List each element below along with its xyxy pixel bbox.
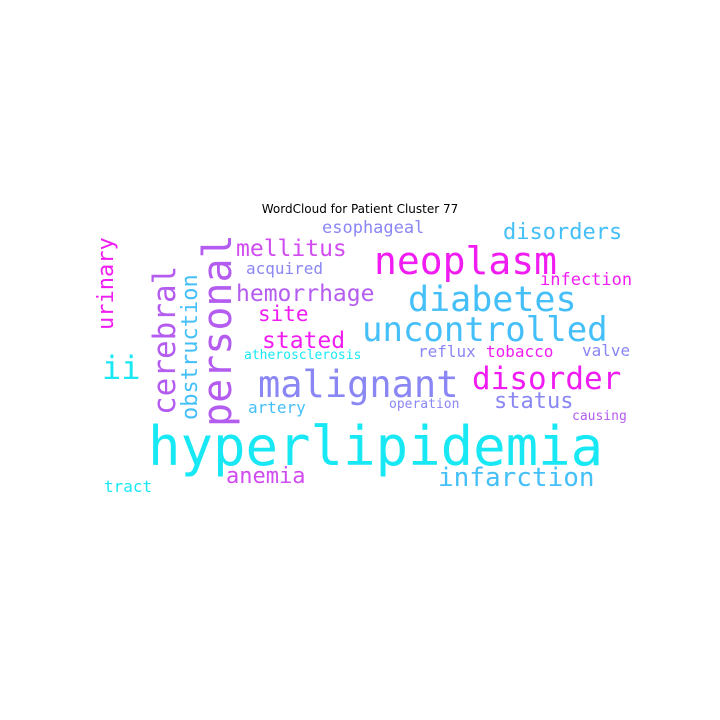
- word-reflux: reflux: [418, 342, 476, 361]
- word-atherosclerosis: atherosclerosis: [244, 348, 362, 363]
- word-artery: artery: [248, 398, 306, 417]
- word-uncontrolled: uncontrolled: [362, 310, 608, 350]
- word-mellitus: mellitus: [236, 236, 347, 262]
- word-obstruction: obstruction: [178, 274, 203, 420]
- word-hyperlipidemia: hyperlipidemia: [148, 415, 604, 478]
- word-tobacco: tobacco: [486, 342, 554, 361]
- word-tract: tract: [104, 477, 153, 496]
- word-diabetes: diabetes: [408, 280, 577, 320]
- word-esophageal: esophageal: [322, 218, 425, 238]
- chart-title: WordCloud for Patient Cluster 77: [261, 202, 459, 216]
- word-infarction: infarction: [438, 463, 595, 493]
- word-valve: valve: [582, 341, 631, 360]
- word-acquired: acquired: [246, 259, 324, 278]
- word-disorder: disorder: [472, 361, 622, 397]
- word-hemorrhage: hemorrhage: [236, 281, 375, 307]
- word-malignant: malignant: [258, 363, 459, 406]
- word-status: status: [494, 389, 574, 414]
- word-anemia: anemia: [226, 464, 306, 489]
- word-ii: ii: [102, 349, 141, 387]
- word-disorders: disorders: [503, 220, 623, 245]
- word-site: site: [258, 302, 309, 326]
- word-operation: operation: [389, 397, 460, 412]
- word-infection: infection: [540, 270, 633, 290]
- word-neoplasm: neoplasm: [374, 239, 558, 283]
- word-causing: causing: [572, 409, 627, 424]
- word-cerebral: cerebral: [147, 265, 183, 415]
- word-stated: stated: [262, 328, 346, 354]
- word-urinary: urinary: [94, 237, 119, 330]
- word-personal: personal: [195, 234, 241, 427]
